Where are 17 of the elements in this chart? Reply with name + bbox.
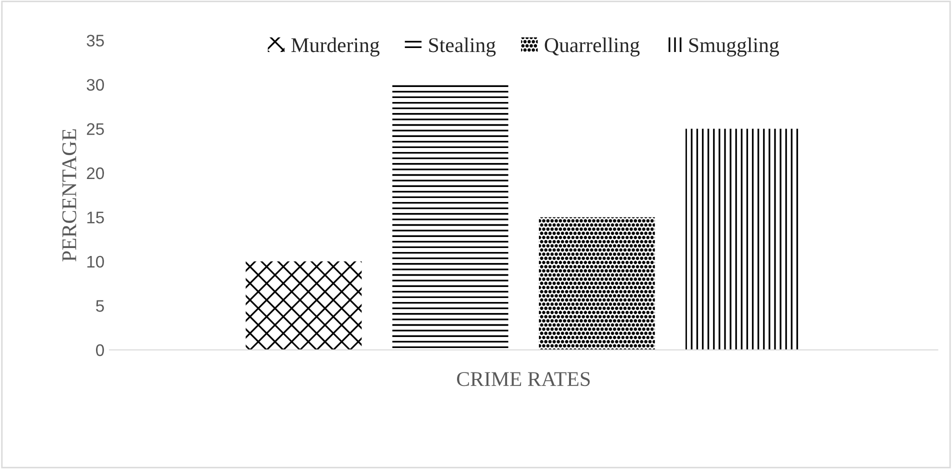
bar: [538, 217, 655, 350]
y-tick-label: 0: [96, 344, 104, 356]
legend-label: Stealing: [429, 38, 496, 56]
y-tick-label: 35: [86, 34, 104, 47]
y-tick-label: 30: [86, 78, 104, 91]
y-tick-label: 20: [86, 167, 104, 180]
y-tick-label: 15: [87, 212, 104, 224]
y-axis-title: PERCENTAGE: [62, 129, 76, 262]
bar: [246, 261, 362, 350]
x-axis-title: CRIME RATES: [457, 372, 590, 386]
legend-label: Quarrelling: [544, 38, 640, 56]
bar: [392, 84, 508, 350]
y-tick-label: 5: [96, 300, 104, 312]
legend-label: Murdering: [291, 38, 380, 56]
y-tick-label: 25: [86, 123, 104, 135]
legend-label: Smuggling: [689, 38, 779, 56]
y-tick-label: 10: [87, 256, 104, 268]
